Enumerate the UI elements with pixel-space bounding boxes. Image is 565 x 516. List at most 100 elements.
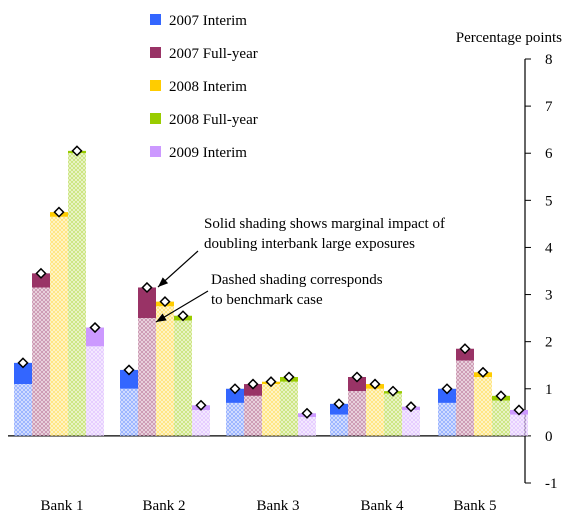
value-marker <box>17 357 29 369</box>
bar-benchmark <box>156 306 174 436</box>
bar-benchmark <box>120 388 138 436</box>
value-marker <box>195 399 207 411</box>
y-tick-label: 1 <box>545 382 553 398</box>
bar-benchmark <box>192 409 210 436</box>
legend-label: 2009 Interim <box>169 145 247 161</box>
legend-swatch <box>150 80 161 91</box>
value-marker <box>333 398 345 410</box>
bar-marginal <box>438 388 456 403</box>
value-marker <box>513 404 525 416</box>
y-tick-label: 0 <box>545 429 553 445</box>
y-tick-label: 6 <box>545 146 553 162</box>
bar-benchmark <box>348 391 366 436</box>
bar-marginal <box>14 362 32 385</box>
y-axis: -1 0 1 2 3 4 5 6 7 8 <box>524 52 558 492</box>
annotation-solid-arrow-head <box>158 277 169 287</box>
annotation-dashed-arrow <box>155 290 209 323</box>
bar-benchmark <box>262 384 280 436</box>
value-marker <box>477 366 489 378</box>
value-marker <box>265 376 277 388</box>
bar-benchmark <box>68 153 86 436</box>
value-marker <box>89 321 101 334</box>
bar-benchmark <box>280 381 298 436</box>
value-marker <box>177 310 189 322</box>
bar-benchmark <box>384 393 402 436</box>
y-tick-label: 5 <box>545 193 553 209</box>
bar-benchmark <box>174 320 192 436</box>
bar-benchmark <box>330 414 348 436</box>
y-tick-label: 3 <box>545 288 553 304</box>
legend-swatch <box>150 14 161 25</box>
bar-marginal <box>138 287 156 319</box>
bar-benchmark <box>438 402 456 436</box>
bar-marginal <box>348 377 366 392</box>
bar-benchmark <box>492 400 510 436</box>
x-axis: Bank 1 Bank 2 Bank 3 Bank 4 Bank 5 <box>8 435 525 514</box>
value-marker <box>495 390 507 402</box>
value-marker <box>159 296 171 308</box>
bar-marginal <box>120 369 138 389</box>
bar-benchmark <box>456 360 474 436</box>
bar-benchmark <box>474 377 492 436</box>
bar-marginal <box>86 327 104 347</box>
bar-benchmark <box>14 384 32 436</box>
legend-label: 2008 Interim <box>169 79 247 95</box>
value-marker <box>351 371 363 383</box>
x-tick-label: Bank 4 <box>361 498 404 514</box>
annotation-dashed-arrow-head <box>156 313 167 322</box>
bar-benchmark <box>50 216 68 436</box>
value-marker <box>301 407 313 419</box>
value-marker <box>283 371 295 383</box>
legend-label: 2007 Interim <box>169 13 247 29</box>
bar-benchmark <box>244 395 262 436</box>
value-marker <box>405 401 417 413</box>
bar-benchmark <box>86 346 104 436</box>
bar-benchmark <box>138 318 156 436</box>
x-tick-label: Bank 2 <box>143 498 186 514</box>
annotation-solid-text: doubling interbank large exposures <box>204 236 415 252</box>
x-tick-label: Bank 3 <box>257 498 300 514</box>
value-marker <box>35 267 47 279</box>
value-marker <box>71 145 83 157</box>
annotation-dashed-text: to benchmark case <box>211 292 323 308</box>
bar-benchmark <box>226 402 244 436</box>
y-axis-title: Percentage points <box>456 30 562 46</box>
legend-swatch <box>150 47 161 58</box>
bar-marginal <box>456 348 474 361</box>
legend-label: 2007 Full-year <box>169 46 258 62</box>
x-tick-label: Bank 1 <box>41 498 84 514</box>
value-marker <box>387 385 399 397</box>
value-marker <box>441 383 453 395</box>
y-tick-label: -1 <box>545 476 558 492</box>
legend-label: 2008 Full-year <box>169 112 258 128</box>
annotation-dashed-text: Dashed shading corresponds <box>211 272 383 288</box>
annotation-solid-text: Solid shading shows marginal impact of <box>204 216 445 232</box>
bar-marginal <box>226 388 244 403</box>
annotations: Solid shading shows marginal impact of do… <box>155 216 445 323</box>
bar-benchmark <box>366 388 384 436</box>
bar-benchmark <box>402 409 420 436</box>
value-marker <box>123 364 135 376</box>
value-marker <box>247 378 259 390</box>
x-tick-label: Bank 5 <box>454 498 497 514</box>
bar-marginal <box>32 273 50 288</box>
bar-marginal <box>244 384 262 396</box>
y-tick-label: 8 <box>545 52 553 68</box>
legend-swatch <box>150 113 161 124</box>
value-marker <box>369 378 381 390</box>
value-marker <box>53 206 65 218</box>
value-marker <box>229 383 241 395</box>
y-tick-label: 7 <box>545 99 553 115</box>
y-tick-label: 4 <box>545 240 553 256</box>
bar-benchmark <box>298 417 316 436</box>
legend: 2007 Interim 2007 Full-year 2008 Interim 20… <box>150 13 258 161</box>
value-markers <box>17 145 525 419</box>
value-marker <box>141 281 153 294</box>
bar-benchmark <box>510 414 528 436</box>
bar-benchmark <box>32 287 50 436</box>
legend-swatch <box>150 146 161 157</box>
y-tick-label: 2 <box>545 335 553 351</box>
value-marker <box>459 343 471 355</box>
